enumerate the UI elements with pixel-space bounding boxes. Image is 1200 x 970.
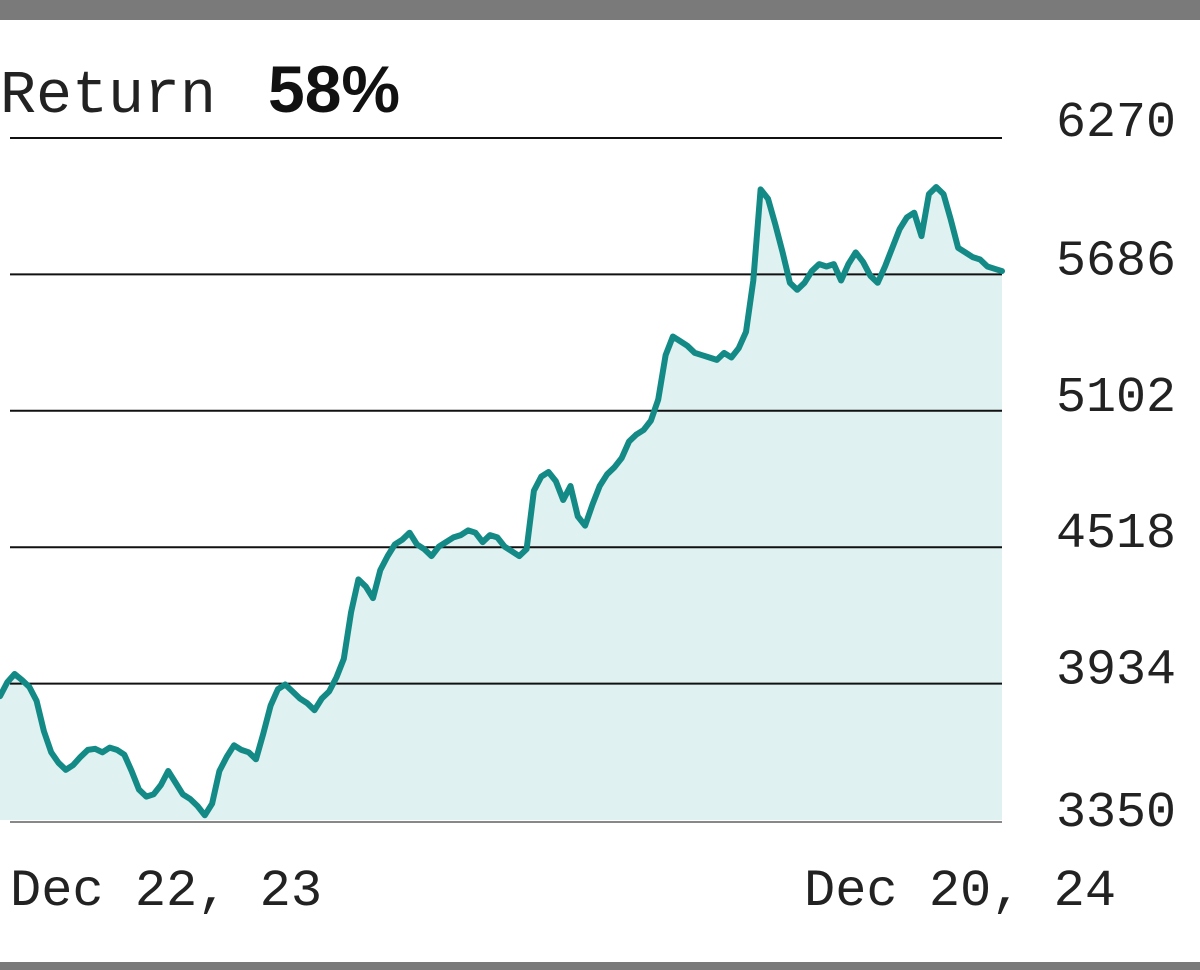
y-tick-label: 5102 <box>1056 370 1176 427</box>
y-tick-label: 5686 <box>1056 233 1176 290</box>
y-tick-label: 3350 <box>1056 785 1176 842</box>
area-layer <box>0 187 1002 820</box>
series-line <box>0 184 1005 819</box>
return-value: 58% <box>268 52 400 126</box>
y-tick-label: 6270 <box>1056 95 1176 152</box>
series-area <box>0 187 1002 820</box>
y-axis-ticks: 6270 5686 5102 4518 3934 3350 <box>1056 95 1176 842</box>
return-label: Return <box>0 63 216 131</box>
bottom-frame-bar <box>0 962 1200 970</box>
top-frame-bar <box>0 0 1200 20</box>
x-axis-label-end: Dec 20, 24 <box>804 862 1116 921</box>
line-layer <box>0 184 1005 819</box>
x-axis-label-start: Dec 22, 23 <box>10 862 322 921</box>
y-tick-label: 3934 <box>1056 643 1176 700</box>
y-tick-label: 4518 <box>1056 506 1176 563</box>
